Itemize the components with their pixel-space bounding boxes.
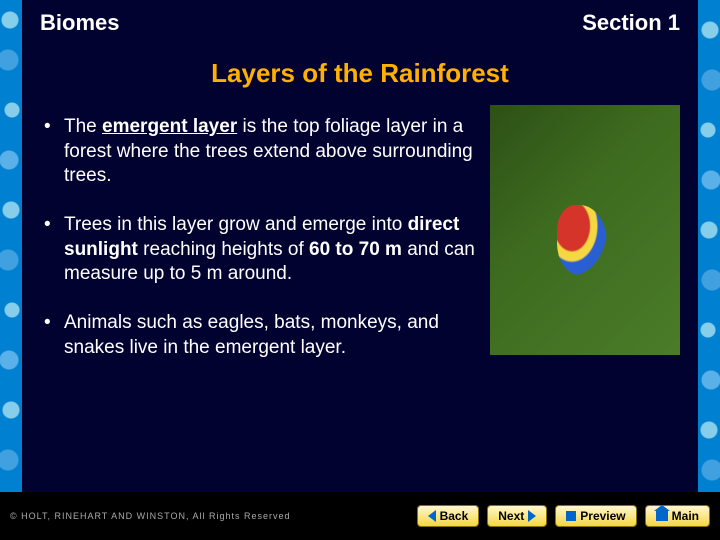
back-button[interactable]: Back [417,505,480,527]
bullet-text: Trees in this layer grow and emerge into [64,214,408,235]
slide-content: Biomes Section 1 Layers of the Rainfores… [22,0,698,492]
slide-header: Biomes Section 1 [40,10,680,36]
slide-title: Layers of the Rainforest [40,58,680,89]
section-label: Section 1 [582,10,680,36]
preview-button[interactable]: Preview [555,505,636,527]
main-button[interactable]: Main [645,505,710,527]
main-label: Main [672,509,699,523]
next-icon [528,510,536,522]
bullet-emphasis: 60 to 70 m [309,239,402,260]
rainforest-image [490,105,680,355]
bullet-text: Animals such as eagles, bats, monkeys, a… [64,312,439,358]
bullet-text: reaching heights of [138,239,309,260]
back-icon [428,510,436,522]
bullet-text: The [64,116,102,137]
preview-label: Preview [580,509,625,523]
bullet-item: The emergent layer is the top foliage la… [40,115,480,189]
next-button[interactable]: Next [487,505,547,527]
copyright-text: © HOLT, RINEHART AND WINSTON, All Rights… [10,511,409,521]
navigation-bar: © HOLT, RINEHART AND WINSTON, All Rights… [0,492,720,540]
bullet-emphasis: emergent layer [102,116,237,137]
home-icon [656,511,668,521]
bullet-list: The emergent layer is the top foliage la… [40,115,480,385]
chapter-label: Biomes [40,10,119,36]
back-label: Back [440,509,469,523]
preview-icon [566,511,576,521]
bullet-item: Animals such as eagles, bats, monkeys, a… [40,311,480,360]
next-label: Next [498,509,524,523]
slide-body: The emergent layer is the top foliage la… [40,115,680,385]
bullet-item: Trees in this layer grow and emerge into… [40,213,480,287]
